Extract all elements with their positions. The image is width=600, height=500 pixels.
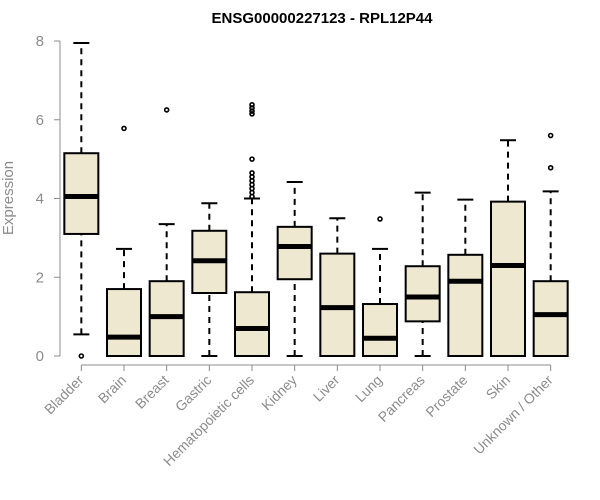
box-group — [148, 107, 185, 357]
box-iqr — [319, 252, 356, 357]
box-iqr — [532, 280, 569, 357]
box-iqr — [404, 265, 441, 323]
y-axis-label: Expression — [0, 161, 17, 235]
box-group — [404, 191, 441, 357]
y-tick-label: 4 — [36, 191, 44, 208]
y-tick-label: 6 — [36, 112, 44, 129]
outlier-point — [249, 101, 255, 108]
y-tick-label: 0 — [36, 348, 44, 365]
x-tick-label: Skin — [483, 372, 514, 403]
box-group — [532, 132, 569, 357]
outlier-point — [249, 111, 255, 117]
box-group — [447, 198, 484, 357]
box-iqr — [63, 152, 100, 235]
box-group — [362, 216, 398, 357]
x-tick-label: Unknown / Other — [470, 372, 556, 458]
box-group — [276, 180, 313, 357]
outlier-point — [249, 108, 255, 114]
box-group — [234, 101, 270, 357]
x-tick-label: Liver — [310, 372, 343, 405]
box-iqr — [490, 200, 526, 357]
box-iqr — [276, 225, 313, 281]
x-tick-label: Kidney — [258, 372, 300, 414]
box-group — [106, 125, 142, 357]
box-group — [63, 41, 100, 359]
y-axis: 0 2 4 6 8 — [36, 33, 61, 365]
outlier-point — [121, 125, 127, 132]
outlier-point — [377, 216, 383, 222]
x-tick-label: Prostate — [422, 372, 470, 420]
box-group — [191, 202, 228, 357]
x-tick-label: Breast — [132, 372, 172, 412]
y-tick-label: 2 — [36, 269, 44, 286]
box-iqr — [362, 303, 398, 357]
x-tick-label: Brain — [95, 372, 129, 406]
x-tick-label: Lung — [352, 372, 385, 405]
outlier-point — [249, 105, 255, 111]
box-group — [319, 217, 356, 357]
outlier-point — [163, 107, 170, 113]
outlier-point — [78, 353, 85, 359]
x-tick-label: Bladder — [41, 372, 87, 418]
x-tick-label: Pancreas — [375, 372, 428, 425]
outlier-point — [547, 132, 554, 139]
box-iqr — [447, 253, 484, 357]
outlier-point — [249, 156, 255, 162]
x-tick-label: Gastric — [172, 372, 215, 415]
box-group — [490, 139, 526, 357]
box-iqr — [234, 291, 270, 357]
chart-title: ENSG00000227123 - RPL12P44 — [212, 10, 434, 27]
y-tick-label: 8 — [36, 33, 44, 50]
box-iqr — [106, 288, 142, 357]
outlier-point — [249, 170, 255, 176]
outlier-point — [547, 164, 554, 171]
box-series — [63, 41, 569, 359]
